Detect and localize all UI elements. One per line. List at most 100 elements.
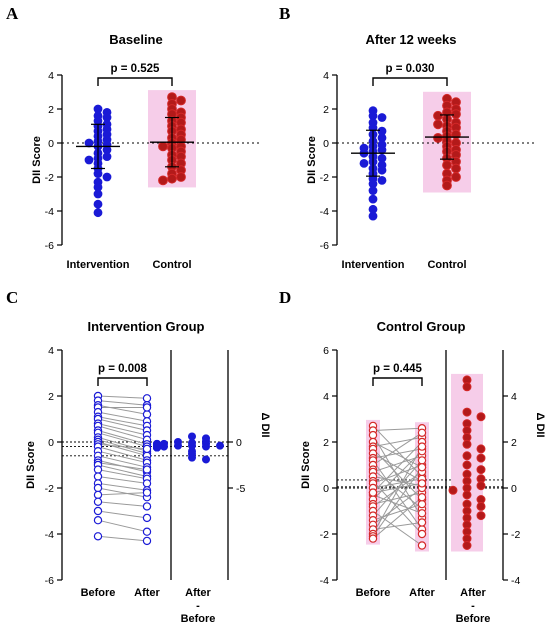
panel-c-pair-line	[97, 446, 148, 461]
panel-d-point-delta	[462, 439, 472, 449]
panel-d-category-label: After	[460, 587, 486, 599]
panel-a-point-intervention	[84, 138, 94, 148]
panel-d-point-delta	[476, 481, 486, 491]
panel-a-point-control	[176, 172, 186, 182]
panel-c-point-after	[142, 394, 152, 403]
panel-c-pair-line	[97, 443, 148, 450]
panel-c-category-label: Before	[81, 587, 116, 599]
panel-b-point-intervention	[368, 186, 378, 196]
panel-b-point-control	[433, 119, 443, 130]
panel-d-point-after	[417, 442, 427, 451]
panel-d-pair-line	[372, 476, 423, 487]
panel-d-point-after	[417, 479, 427, 488]
panel-d-pair-line	[372, 480, 423, 535]
panel-d-point-delta	[462, 460, 472, 470]
panel-a-point-control	[158, 141, 168, 152]
panel-c-pair-line	[97, 432, 148, 448]
panel-c-pair-line	[97, 535, 148, 542]
panel-c-y-tick-label: 2	[48, 391, 54, 403]
panel-d-pair-line	[372, 471, 423, 507]
panel-letter-a: A	[6, 4, 19, 23]
panel-d-category-label: Before	[356, 587, 391, 599]
panel-d-pair-line	[372, 441, 423, 468]
panel-d-y2-tick-label: 4	[511, 391, 517, 403]
panel-b-point-control	[433, 133, 443, 143]
panel-d-pair-line	[372, 467, 423, 537]
panel-c-pair-line	[97, 501, 148, 507]
panel-b-y-tick-label: -6	[320, 240, 329, 252]
panel-b-title: After 12 weeks	[365, 32, 456, 47]
panel-c-title: Intervention Group	[88, 319, 205, 334]
panel-c-y-tick-label: -4	[45, 529, 54, 541]
panel-a-point-intervention	[93, 189, 103, 199]
panel-b-point-control	[442, 160, 452, 171]
panel-b-chart: After 12 weeks DII Score -6 -4 -2 0 2 4 Interven…	[306, 32, 537, 271]
panel-d-pair-line	[372, 427, 423, 431]
panel-letter-c: C	[6, 288, 19, 307]
panel-c-pair-line	[97, 476, 148, 484]
panel-c-y-tick-label: 4	[48, 345, 54, 357]
panel-b-point-control	[433, 110, 443, 121]
panel-d-y-tick-label: -2	[320, 529, 329, 541]
panel-a-title: Baseline	[109, 32, 162, 47]
panel-b-significance-bracket	[372, 77, 448, 86]
panel-c-pair-line	[97, 425, 148, 441]
panel-d-pair-line	[372, 464, 423, 484]
panel-b-category-label: Intervention	[342, 259, 405, 271]
panel-d-y2-tick-label: 0	[511, 483, 517, 495]
panel-a-category-label: Control	[152, 259, 191, 271]
panel-c-point-after	[142, 513, 152, 523]
panel-a-point-intervention	[102, 172, 112, 182]
panel-d-ylabel: DII Score	[300, 441, 312, 489]
panel-b-point-intervention	[377, 145, 387, 155]
panel-d-point-delta	[476, 511, 486, 521]
panel-b-y-tick-label: 2	[323, 104, 329, 116]
panel-d-pair-line	[372, 441, 423, 493]
panel-d-point-after	[417, 463, 427, 472]
panel-d-point-before	[368, 488, 378, 497]
panel-d-pair-line	[372, 496, 423, 539]
panel-b-point-intervention	[377, 133, 387, 143]
panel-c-pair-line	[97, 450, 148, 464]
panel-c-point-after	[142, 479, 152, 488]
panel-d-y2-tick-label: -2	[511, 529, 520, 541]
panel-b-point-intervention	[377, 126, 387, 136]
panel-d-point-after	[417, 509, 427, 518]
panel-c-y2-tick-label: -5	[236, 483, 245, 495]
panel-b-point-intervention	[359, 159, 369, 168]
panel-a-y-tick-label: -2	[45, 172, 54, 184]
panel-d-significance-bracket	[372, 377, 423, 386]
panel-c-point-delta	[174, 441, 182, 450]
panel-b-point-intervention	[368, 211, 378, 221]
panel-d-point-after	[417, 492, 427, 502]
panel-d-pair-line	[372, 482, 423, 494]
panel-a-point-intervention	[93, 208, 103, 218]
panel-d-point-delta	[462, 490, 472, 500]
panel-c-y2-tick-label: 0	[236, 437, 242, 449]
panel-d-pair-line	[372, 510, 423, 546]
panel-c-point-before	[93, 483, 103, 493]
panel-c-point-delta	[202, 434, 210, 443]
panel-d-p-value: p = 0.445	[373, 363, 423, 375]
panel-c-pair-line	[97, 455, 148, 468]
panel-c-pair-line	[97, 510, 148, 519]
panel-d-pair-line	[372, 436, 423, 448]
panel-c-pair-line	[97, 418, 148, 431]
panel-d-point-after	[417, 499, 427, 509]
panel-d-point-after	[417, 456, 427, 465]
panel-c-point-delta	[188, 432, 196, 441]
panel-c-y-tick-label: -2	[45, 483, 54, 495]
panel-b-point-control	[451, 172, 461, 182]
panel-a-point-intervention	[93, 199, 103, 209]
panel-d-pair-line	[372, 446, 423, 535]
panel-c-point-delta	[188, 453, 196, 462]
panel-c-point-after	[142, 403, 152, 412]
panel-b-y-tick-label: -2	[320, 172, 329, 184]
panel-d-point-delta	[448, 485, 458, 495]
panel-d-y-tick-label: -4	[320, 575, 329, 587]
panel-a-significance-bracket	[97, 77, 173, 86]
panel-c-pair-line	[97, 411, 148, 422]
panel-b-point-intervention	[368, 111, 378, 121]
